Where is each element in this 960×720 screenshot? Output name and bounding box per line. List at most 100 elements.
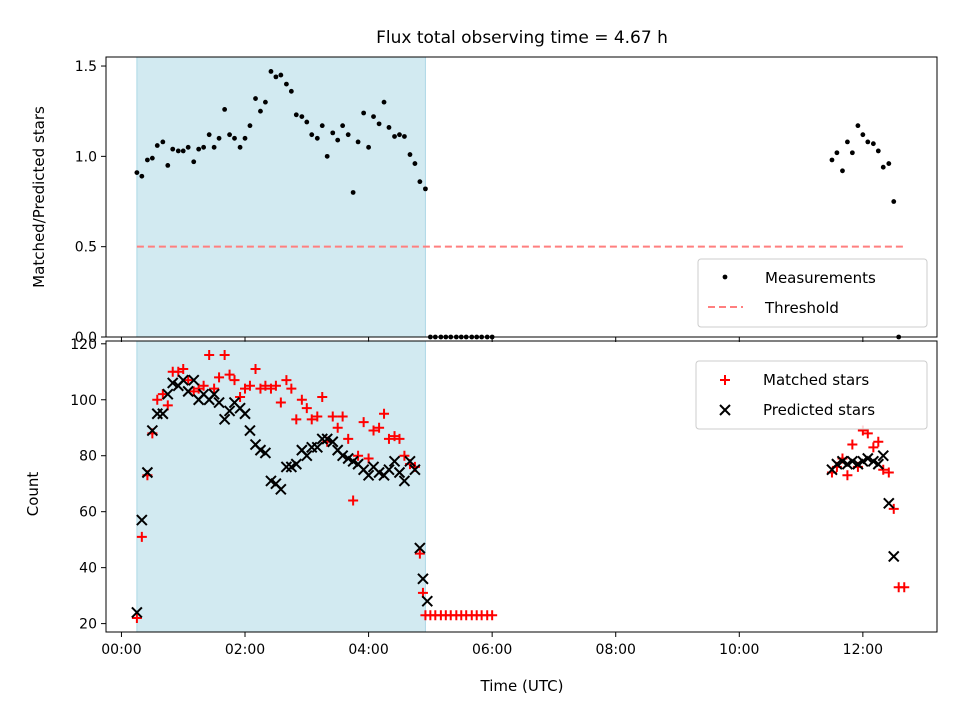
measurement-point [284,81,289,87]
top-ytick-label: 0.5 [75,240,97,256]
predicted-star-point [321,433,333,445]
measurement-point [309,132,315,138]
predicted-star-point [223,405,236,417]
measurement-point [206,132,212,138]
predicted-star-point [316,433,328,445]
predicted-star-point [398,475,411,487]
matched-star-point [291,414,302,425]
matched-star-point [873,436,884,447]
matched-star-point [383,433,394,444]
measurement-point [366,144,371,150]
matched-star-point [229,375,240,386]
measurement-point [144,157,150,163]
matched-star-point [250,363,261,374]
measurement-point [263,99,268,105]
predicted-star-point [336,450,349,462]
matched-star-point [260,380,271,391]
predicted-star-point [831,458,843,470]
predicted-star-point [362,469,375,482]
top-shaded-span [136,56,426,338]
measurement-point [247,123,253,129]
predicted-star-point [421,595,433,607]
measurement-point [870,141,876,147]
matched-star-point [270,380,281,391]
measurement-point [834,150,840,156]
predicted-star-point [275,483,287,496]
matched-star-point [219,349,230,360]
matched-star-point [281,375,292,386]
legend-threshold-label: Threshold [764,299,839,317]
matched-star-point [198,380,209,391]
measurement-point [381,99,387,105]
measurement-point [891,199,897,204]
measurement-point [355,139,361,145]
top-ytick-label: 1.0 [75,149,97,165]
legend-measurement-marker [722,274,728,280]
matched-star-point [235,391,246,402]
xtick-label: 08:00 [596,642,636,658]
predicted-star-point [409,464,421,476]
bottom-panel: 00:00 02:00 04:00 06:00 08:00 10:00 12:00 20 40… [24,337,938,695]
predicted-star-point [388,455,401,468]
predicted-star-point [146,424,159,437]
measurement-point [216,135,222,141]
measurement-point [875,148,881,154]
measurement-point [865,139,871,145]
legend-matched-label: Matched stars [763,371,869,389]
predicted-star-point [157,408,169,420]
predicted-star-point [383,464,395,476]
measurement-point [278,72,284,78]
measurement-point [242,135,248,141]
bottom-axes-frame [105,340,938,633]
top-axes-frame [105,56,938,338]
measurement-point [340,123,346,129]
bottom-count-points [131,349,910,624]
predicted-star-point [883,497,895,509]
matched-star-point [883,467,894,478]
measurement-point [222,106,228,112]
matched-star-point [152,394,163,405]
matched-star-point [209,383,220,394]
measurement-point [165,162,171,168]
measurement-point [288,88,294,94]
matched-star-point [244,380,255,391]
measurement-point [829,157,835,163]
predicted-star-point [244,424,256,437]
xtick-label: 04:00 [348,642,388,658]
predicted-star-point [280,461,293,473]
bottom-y-ticks: 20 40 60 80 100 120 [70,337,106,633]
predicted-star-point [290,458,303,470]
bottom-ytick-label: 20 [79,617,97,633]
predicted-star-point [188,374,200,386]
legend-predicted-label: Predicted stars [763,401,875,419]
top-panel: 0.0 0.5 1.0 1.5 Matched/Predicted stars Mea… [30,56,938,346]
measurement-point [371,114,376,120]
predicted-star-point [141,466,154,479]
xtick-label: 12:00 [843,642,883,658]
predicted-star-point [414,542,426,554]
predicted-star-point [259,447,272,459]
measurement-point [293,112,299,118]
measurement-point [330,130,336,136]
predicted-star-point [218,413,231,426]
matched-star-point [312,411,323,422]
measurement-point [845,139,850,145]
top-legend: Measurements Threshold [697,258,928,328]
matched-star-point [868,442,879,453]
measurement-point [160,139,166,145]
matched-star-point [358,417,369,428]
matched-star-point [847,439,858,450]
bottom-legend: Matched stars Predicted stars [695,360,928,430]
measurement-point [268,69,274,74]
bottom-legend-box [695,360,928,430]
bottom-ytick-label: 120 [70,337,97,353]
bottom-ytick-label: 100 [70,393,97,409]
measurement-point [417,179,423,185]
measurement-point [149,155,155,161]
measurement-point [886,161,892,166]
matched-star-point [878,464,889,475]
matched-star-point [162,400,173,411]
top-observing-window [136,56,426,338]
matched-star-point [214,372,225,383]
